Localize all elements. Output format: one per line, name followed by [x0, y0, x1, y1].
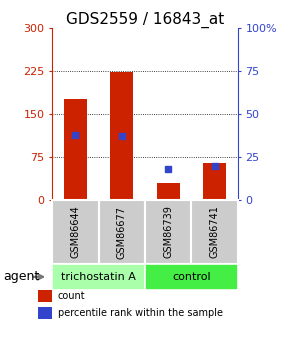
Bar: [64, 99, 87, 200]
Bar: [203, 163, 226, 200]
Text: trichostatin A: trichostatin A: [61, 272, 136, 282]
Text: GSM86677: GSM86677: [117, 206, 127, 258]
Text: count: count: [58, 291, 85, 301]
Bar: [110, 72, 133, 200]
Text: control: control: [172, 272, 211, 282]
Bar: [145, 200, 191, 264]
Text: GSM86739: GSM86739: [163, 206, 173, 258]
Text: agent: agent: [3, 270, 39, 283]
Bar: [191, 200, 238, 264]
Text: GSM86644: GSM86644: [70, 206, 80, 258]
Bar: [145, 264, 238, 290]
Text: GSM86741: GSM86741: [210, 206, 220, 258]
Bar: [52, 264, 145, 290]
Bar: [157, 183, 180, 200]
Bar: [38, 290, 52, 302]
Bar: [38, 307, 52, 319]
Bar: [99, 200, 145, 264]
Title: GDS2559 / 16843_at: GDS2559 / 16843_at: [66, 11, 224, 28]
Text: percentile rank within the sample: percentile rank within the sample: [58, 308, 223, 318]
Bar: [52, 200, 99, 264]
